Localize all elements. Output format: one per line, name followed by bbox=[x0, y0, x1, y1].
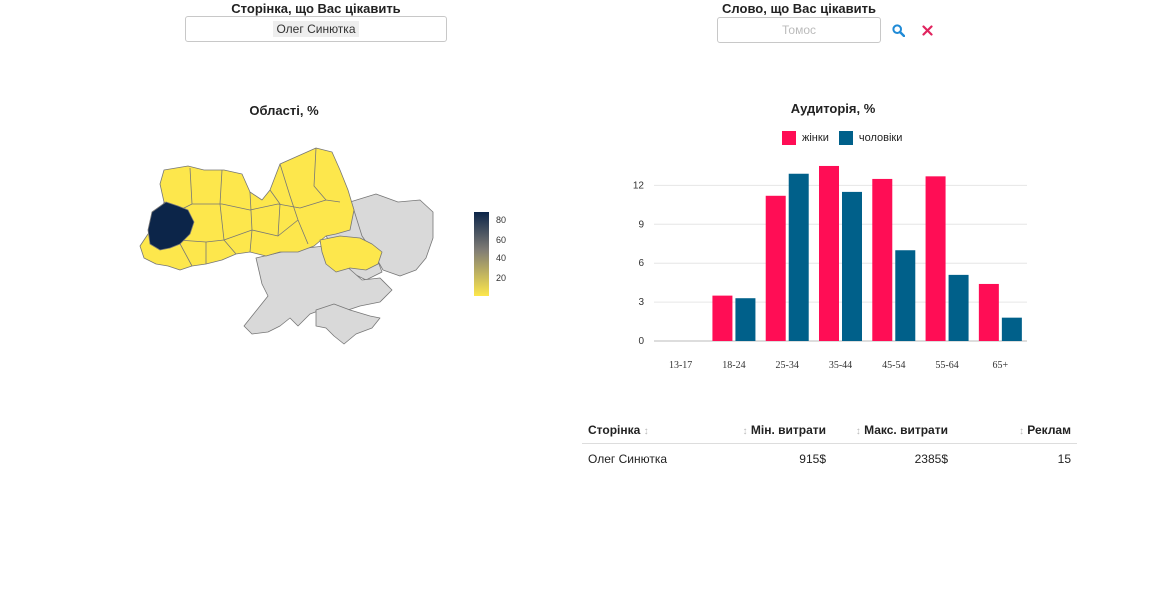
colorbar-tick: 60 bbox=[496, 235, 506, 245]
bar-men[interactable] bbox=[735, 298, 756, 341]
sort-icon[interactable]: ↕ bbox=[742, 426, 748, 437]
column-header-page[interactable]: Сторінка ↕ bbox=[582, 418, 712, 444]
bar-women[interactable] bbox=[872, 178, 893, 341]
y-tick-label: 0 bbox=[638, 336, 644, 347]
column-header-label: Мін. витрати bbox=[750, 423, 826, 437]
clear-button[interactable] bbox=[917, 20, 937, 40]
legend-swatch-women bbox=[782, 131, 796, 145]
bar-women[interactable] bbox=[765, 195, 786, 341]
column-header-max-spend[interactable]: ↕ Макс. витрати bbox=[832, 418, 954, 444]
word-filter-label: Слово, що Вас цікавить bbox=[722, 1, 876, 16]
bar-men[interactable] bbox=[788, 173, 809, 341]
colorbar-tick: 20 bbox=[496, 273, 506, 283]
page-link[interactable]: Олег Синютка bbox=[588, 452, 668, 466]
bar-men[interactable] bbox=[895, 250, 916, 341]
ads-count-cell: 15 bbox=[1057, 452, 1071, 466]
min-spend-cell: 915$ bbox=[799, 452, 826, 466]
x-tick-label: 65+ bbox=[993, 360, 1009, 371]
x-tick-label: 35-44 bbox=[829, 360, 852, 371]
chart-legend: жінки чоловіки bbox=[782, 131, 912, 145]
sort-icon[interactable]: ↕ bbox=[855, 426, 861, 437]
legend-swatch-men bbox=[838, 131, 853, 145]
legend-item-men[interactable]: чоловіки bbox=[838, 131, 903, 145]
audience-title: Аудиторія, % bbox=[790, 101, 876, 116]
legend-label-women: жінки bbox=[802, 132, 829, 144]
page-select[interactable]: Олег Синютка bbox=[185, 16, 447, 42]
y-tick-label: 3 bbox=[638, 297, 644, 308]
y-tick-label: 6 bbox=[638, 258, 644, 269]
search-icon bbox=[891, 23, 905, 37]
bar-women[interactable] bbox=[712, 295, 733, 341]
close-icon bbox=[921, 24, 933, 36]
x-tick-label: 45-54 bbox=[882, 360, 905, 371]
column-header-min-spend[interactable]: ↕ Мін. витрати bbox=[712, 418, 832, 444]
bar-men[interactable] bbox=[948, 274, 969, 341]
x-tick-label: 18-24 bbox=[722, 360, 745, 371]
column-header-ads-count[interactable]: ↕ Реклам bbox=[954, 418, 1077, 444]
column-header-label: Реклам bbox=[1027, 423, 1071, 437]
ukraine-regions-map bbox=[139, 147, 434, 345]
column-header-label: Сторінка bbox=[588, 423, 641, 437]
max-spend-cell: 2385$ bbox=[914, 452, 948, 466]
map-colorbar: 80 60 40 20 bbox=[474, 212, 506, 296]
y-tick-label: 9 bbox=[638, 219, 644, 230]
search-button[interactable] bbox=[888, 20, 908, 40]
map-region[interactable] bbox=[315, 303, 381, 345]
bar-women[interactable] bbox=[925, 176, 946, 341]
word-search-input[interactable] bbox=[717, 17, 881, 43]
map-region[interactable] bbox=[319, 235, 383, 273]
page-select-value[interactable]: Олег Синютка bbox=[273, 21, 359, 37]
colorbar-tick: 80 bbox=[496, 215, 506, 225]
map-region[interactable] bbox=[243, 245, 393, 335]
colorbar-tick: 40 bbox=[496, 253, 506, 263]
sort-icon[interactable]: ↕ bbox=[1018, 426, 1024, 437]
x-tick-label: 13-17 bbox=[669, 360, 692, 371]
map-region-highlight[interactable] bbox=[147, 201, 195, 251]
page-filter-label: Сторінка, що Вас цікавить bbox=[231, 1, 401, 16]
x-tick-label: 25-34 bbox=[776, 360, 799, 371]
ads-table: Сторінка ↕ ↕ Мін. витрати ↕ Макс. витрат… bbox=[582, 418, 1077, 474]
map-title: Області, % bbox=[249, 103, 319, 118]
table-row: Олег Синютка 915$ 2385$ 15 bbox=[582, 444, 1077, 475]
legend-item-women[interactable]: жінки bbox=[782, 131, 829, 145]
y-tick-label: 12 bbox=[633, 180, 645, 191]
bar-women[interactable] bbox=[978, 283, 999, 341]
audience-bar-chart: 0 3 6 9 12 13-17 18-24 25-34 35-44 45-54 55-64 65+ bbox=[633, 165, 1027, 371]
bar-men[interactable] bbox=[842, 191, 862, 341]
legend-label-men: чоловіки bbox=[858, 132, 903, 144]
sort-icon[interactable]: ↕ bbox=[643, 426, 649, 437]
column-header-label: Макс. витрати bbox=[864, 423, 948, 437]
x-tick-label: 55-64 bbox=[935, 360, 958, 371]
table-header-row: Сторінка ↕ ↕ Мін. витрати ↕ Макс. витрат… bbox=[582, 418, 1077, 444]
bar-women[interactable] bbox=[819, 165, 839, 341]
bar-men[interactable] bbox=[1001, 317, 1022, 341]
